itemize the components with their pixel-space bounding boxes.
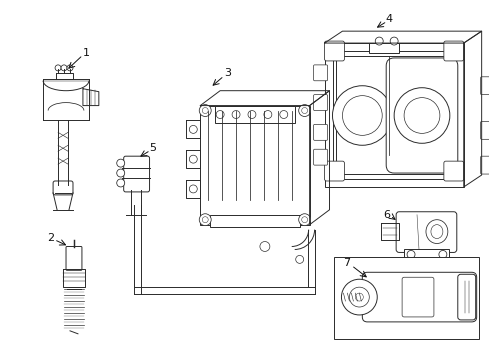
Circle shape	[199, 105, 211, 117]
FancyBboxPatch shape	[66, 247, 82, 270]
Bar	[404, 249, 449, 260]
Circle shape	[189, 125, 197, 133]
Circle shape	[117, 169, 124, 177]
FancyBboxPatch shape	[362, 272, 477, 322]
Circle shape	[260, 242, 270, 251]
Circle shape	[67, 65, 73, 71]
Circle shape	[343, 96, 382, 135]
Circle shape	[404, 98, 440, 133]
Circle shape	[342, 279, 377, 315]
Bar	[210, 215, 300, 227]
FancyBboxPatch shape	[314, 95, 327, 111]
FancyBboxPatch shape	[324, 161, 344, 181]
Ellipse shape	[426, 220, 448, 243]
FancyBboxPatch shape	[53, 181, 73, 195]
Circle shape	[248, 111, 256, 118]
Circle shape	[280, 111, 288, 118]
FancyBboxPatch shape	[314, 65, 327, 81]
Circle shape	[302, 217, 308, 223]
Circle shape	[202, 217, 208, 223]
FancyBboxPatch shape	[396, 212, 457, 252]
Circle shape	[189, 185, 197, 193]
FancyBboxPatch shape	[481, 156, 490, 174]
Circle shape	[302, 108, 308, 113]
Circle shape	[299, 214, 311, 226]
Circle shape	[394, 88, 450, 143]
FancyBboxPatch shape	[402, 277, 434, 317]
Circle shape	[61, 65, 67, 71]
Circle shape	[216, 111, 224, 118]
Circle shape	[355, 293, 363, 301]
Text: 4: 4	[386, 14, 393, 24]
Bar	[337, 56, 452, 174]
Circle shape	[199, 214, 211, 226]
Circle shape	[264, 111, 272, 118]
Circle shape	[390, 37, 398, 45]
Text: 3: 3	[224, 68, 232, 78]
Circle shape	[439, 251, 447, 258]
FancyBboxPatch shape	[314, 149, 327, 165]
Bar	[333, 51, 456, 179]
Circle shape	[349, 287, 369, 307]
FancyBboxPatch shape	[123, 156, 149, 192]
Bar	[200, 105, 310, 225]
Circle shape	[117, 179, 124, 187]
Text: 7: 7	[343, 258, 350, 268]
FancyBboxPatch shape	[314, 125, 327, 140]
FancyBboxPatch shape	[481, 121, 490, 139]
Circle shape	[299, 105, 311, 117]
FancyBboxPatch shape	[386, 58, 458, 173]
Circle shape	[407, 251, 415, 258]
FancyBboxPatch shape	[444, 161, 464, 181]
Circle shape	[202, 108, 208, 113]
Bar	[335, 257, 479, 339]
Circle shape	[375, 37, 383, 45]
Circle shape	[232, 111, 240, 118]
Circle shape	[117, 159, 124, 167]
Text: 6: 6	[384, 210, 391, 220]
Circle shape	[333, 86, 392, 145]
FancyBboxPatch shape	[458, 274, 476, 320]
Ellipse shape	[431, 225, 443, 239]
Text: 2: 2	[48, 233, 55, 243]
Circle shape	[55, 65, 61, 71]
FancyBboxPatch shape	[481, 77, 490, 95]
FancyBboxPatch shape	[324, 41, 344, 61]
FancyBboxPatch shape	[444, 41, 464, 61]
Circle shape	[189, 155, 197, 163]
Text: 1: 1	[82, 48, 89, 58]
Text: 5: 5	[149, 143, 156, 153]
Bar	[215, 105, 294, 123]
Bar	[324, 43, 464, 187]
Bar	[369, 43, 399, 53]
Circle shape	[295, 255, 304, 264]
